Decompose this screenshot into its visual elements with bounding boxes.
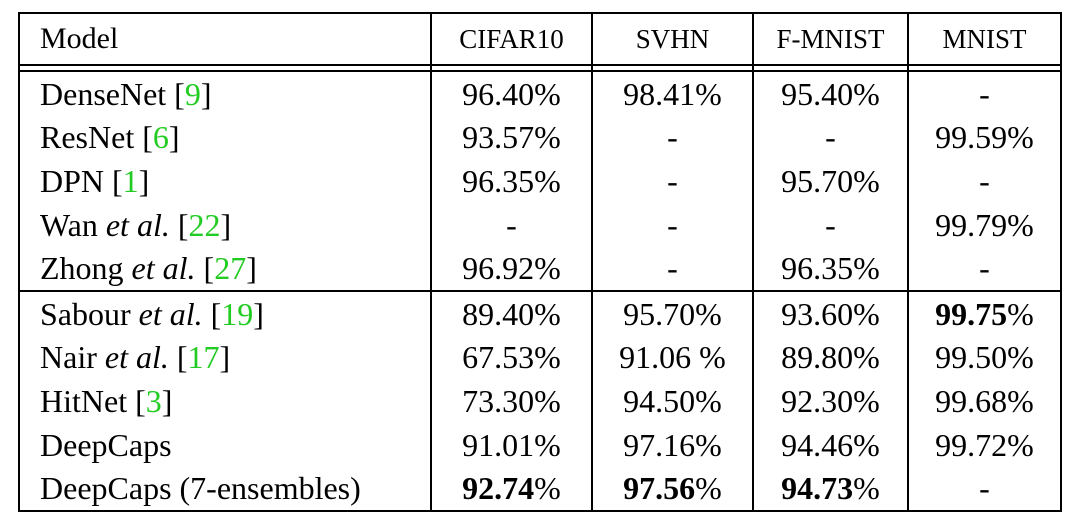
citation-link[interactable]: 22 bbox=[188, 206, 221, 243]
svhn-cell: 97.16% bbox=[591, 422, 753, 467]
fmnist-cell: 93.60% bbox=[752, 291, 908, 336]
citation-link[interactable]: 9 bbox=[184, 75, 201, 112]
best-value: 99.75 bbox=[935, 295, 1008, 332]
cifar10-cell: 92.74% bbox=[430, 466, 592, 511]
percent-sign: % bbox=[1007, 295, 1034, 332]
model-name: Sabour bbox=[40, 295, 131, 332]
svhn-cell: - bbox=[591, 115, 753, 160]
cifar10-cell: 96.92% bbox=[430, 246, 592, 291]
et-al-text: et al. bbox=[131, 250, 196, 287]
citation-link[interactable]: 17 bbox=[187, 339, 220, 376]
svhn-cell: - bbox=[591, 159, 753, 203]
fmnist-cell: 95.40% bbox=[752, 71, 908, 116]
results-table: Model CIFAR10 SVHN F-MNIST MNIST DenseNe… bbox=[18, 12, 1062, 512]
header-mnist: MNIST bbox=[907, 13, 1061, 65]
citation-link[interactable]: 19 bbox=[221, 295, 254, 332]
svhn-cell: 97.56% bbox=[591, 466, 753, 511]
model-cell: Sabour et al. [19] bbox=[40, 295, 264, 332]
cifar10-cell: 67.53% bbox=[430, 335, 592, 380]
model-name: ResNet bbox=[40, 119, 135, 156]
mnist-cell: - bbox=[907, 246, 1061, 291]
cifar10-cell: 93.57% bbox=[430, 115, 592, 160]
model-name: DeepCaps bbox=[40, 426, 172, 463]
model-name: DPN bbox=[40, 162, 105, 199]
mnist-cell: - bbox=[907, 71, 1061, 116]
svhn-cell: - bbox=[591, 246, 753, 291]
model-cell: Wan et al. [22] bbox=[40, 206, 232, 243]
model-name: HitNet bbox=[40, 382, 128, 419]
svhn-cell: - bbox=[591, 202, 753, 247]
mnist-cell: - bbox=[907, 466, 1061, 511]
table-row: DeepCaps (7-ensembles) 92.74% 97.56% 94.… bbox=[19, 466, 1061, 511]
fmnist-cell: 94.46% bbox=[752, 422, 908, 467]
model-cell: DenseNet [9] bbox=[40, 75, 212, 112]
model-cell: DPN [1] bbox=[40, 162, 150, 199]
cifar10-cell: 96.40% bbox=[430, 71, 592, 116]
model-name: DeepCaps (7-ensembles) bbox=[40, 470, 361, 507]
mnist-cell: - bbox=[907, 159, 1061, 203]
citation-link[interactable]: 27 bbox=[214, 250, 247, 287]
fmnist-cell: 89.80% bbox=[752, 335, 908, 380]
header-cifar10: CIFAR10 bbox=[430, 13, 592, 65]
et-al-text: et al. bbox=[138, 295, 203, 332]
mnist-cell: 99.68% bbox=[907, 379, 1061, 423]
header-row: Model CIFAR10 SVHN F-MNIST MNIST bbox=[19, 13, 1061, 65]
mnist-cell: 99.75% bbox=[907, 291, 1061, 336]
mnist-cell: 99.72% bbox=[907, 422, 1061, 467]
best-value: 92.74 bbox=[462, 470, 535, 507]
table-row: HitNet [3] 73.30% 94.50% 92.30% 99.68% bbox=[19, 379, 1061, 423]
mnist-cell: 99.59% bbox=[907, 115, 1061, 160]
model-cell: HitNet [3] bbox=[40, 382, 173, 419]
fmnist-cell: - bbox=[752, 202, 908, 247]
fmnist-cell: 94.73% bbox=[752, 466, 908, 511]
cifar10-cell: - bbox=[430, 202, 592, 247]
table-row: Zhong et al. [27] 96.92% - 96.35% - bbox=[19, 246, 1061, 291]
percent-sign: % bbox=[695, 470, 722, 507]
model-cell: Nair et al. [17] bbox=[40, 339, 231, 376]
svhn-cell: 98.41% bbox=[591, 71, 753, 116]
et-al-text: et al. bbox=[104, 339, 169, 376]
header-model: Model bbox=[40, 22, 119, 55]
cifar10-cell: 96.35% bbox=[430, 159, 592, 203]
cifar10-cell: 73.30% bbox=[430, 379, 592, 423]
model-name: Zhong bbox=[40, 250, 124, 287]
model-cell: Zhong et al. [27] bbox=[40, 250, 257, 287]
mnist-cell: 99.79% bbox=[907, 202, 1061, 247]
svhn-cell: 95.70% bbox=[591, 291, 753, 336]
table-row: Wan et al. [22] - - - 99.79% bbox=[19, 202, 1061, 247]
citation-link[interactable]: 6 bbox=[152, 119, 169, 156]
percent-sign: % bbox=[853, 470, 880, 507]
percent-sign: % bbox=[534, 470, 561, 507]
table-row: DenseNet [9] 96.40% 98.41% 95.40% - bbox=[19, 71, 1061, 116]
table-row: Nair et al. [17] 67.53% 91.06 % 89.80% 9… bbox=[19, 335, 1061, 380]
header-svhn: SVHN bbox=[591, 13, 753, 65]
best-value: 94.73 bbox=[781, 470, 854, 507]
fmnist-cell: 95.70% bbox=[752, 159, 908, 203]
svhn-cell: 91.06 % bbox=[591, 335, 753, 380]
header-divider bbox=[19, 64, 1061, 72]
cifar10-cell: 91.01% bbox=[430, 422, 592, 467]
best-value: 97.56 bbox=[623, 470, 696, 507]
model-cell: DeepCaps (7-ensembles) bbox=[19, 466, 431, 511]
citation-link[interactable]: 3 bbox=[145, 382, 162, 419]
fmnist-cell: 96.35% bbox=[752, 246, 908, 291]
model-name: Wan bbox=[40, 206, 98, 243]
fmnist-cell: - bbox=[752, 115, 908, 160]
et-al-text: et al. bbox=[105, 206, 170, 243]
citation-link[interactable]: 1 bbox=[122, 162, 139, 199]
table-row: ResNet [6] 93.57% - - 99.59% bbox=[19, 115, 1061, 160]
model-name: Nair bbox=[40, 339, 97, 376]
table-row: DPN [1] 96.35% - 95.70% - bbox=[19, 159, 1061, 203]
mnist-cell: 99.50% bbox=[907, 335, 1061, 380]
model-name: DenseNet bbox=[40, 75, 167, 112]
model-cell: ResNet [6] bbox=[40, 119, 180, 156]
cifar10-cell: 89.40% bbox=[430, 291, 592, 336]
header-fmnist: F-MNIST bbox=[752, 13, 908, 65]
svhn-cell: 94.50% bbox=[591, 379, 753, 423]
table-row: DeepCaps 91.01% 97.16% 94.46% 99.72% bbox=[19, 422, 1061, 467]
table-row: Sabour et al. [19] 89.40% 95.70% 93.60% … bbox=[19, 291, 1061, 336]
fmnist-cell: 92.30% bbox=[752, 379, 908, 423]
model-cell: DeepCaps bbox=[19, 423, 431, 467]
